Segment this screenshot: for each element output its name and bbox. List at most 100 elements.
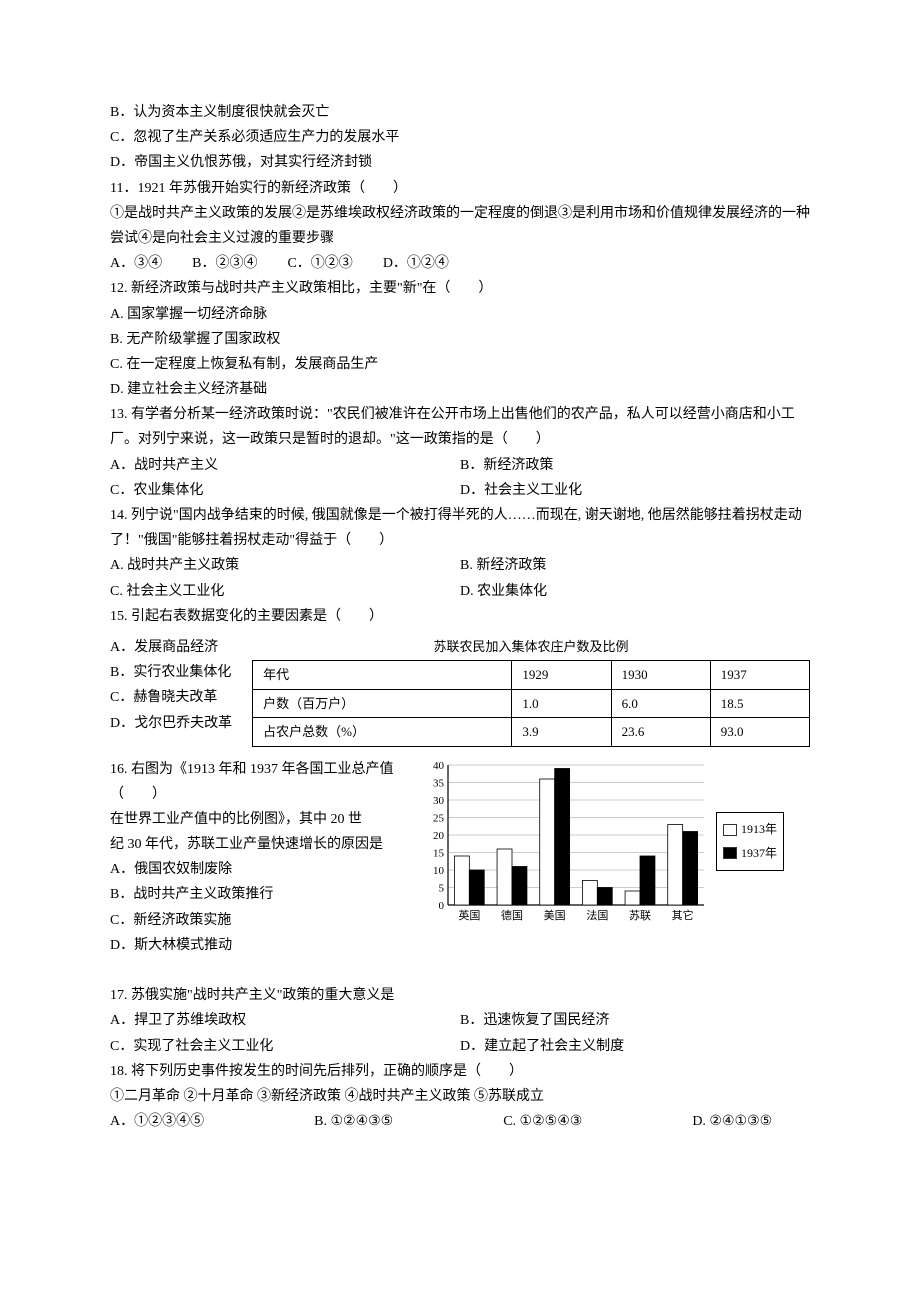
q10-option-c: C．忽视了生产关系必须适应生产力的发展水平 <box>110 125 810 150</box>
legend-item-1937: 1937年 <box>723 843 777 865</box>
q16-stem3: 纪 30 年代，苏联工业产量快速增长的原因是 <box>110 832 410 857</box>
td: 18.5 <box>710 689 809 717</box>
q11-stem: 11．1921 年苏俄开始实行的新经济政策（ ） <box>110 176 810 201</box>
td: 占农户总数（%） <box>253 718 512 746</box>
q15-option-a: A．发展商品经济 <box>110 635 232 660</box>
svg-text:其它: 其它 <box>672 908 694 922</box>
td: 1.0 <box>512 689 611 717</box>
q13-row1: A．战时共产主义 B．新经济政策 <box>110 453 810 478</box>
q18-option-a: A．①②③④⑤ <box>110 1109 204 1134</box>
chart-legend: 1913年 1937年 <box>716 812 784 871</box>
q12-stem: 12. 新经济政策与战时共产主义政策相比，主要"新"在（ ） <box>110 276 810 301</box>
td: 3.9 <box>512 718 611 746</box>
q11-option-c: C．①②③ <box>287 251 352 276</box>
q18-option-c: C. ①②⑤④③ <box>503 1109 582 1134</box>
svg-text:美国: 美国 <box>544 909 566 922</box>
q15-table-title: 苏联农民加入集体农庄户数及比例 <box>252 635 810 658</box>
q18-sub: ①二月革命 ②十月革命 ③新经济政策 ④战时共产主义政策 ⑤苏联成立 <box>110 1084 810 1109</box>
q16-option-a: A．俄国农奴制废除 <box>110 857 410 882</box>
th-2: 1930 <box>611 661 710 689</box>
svg-text:40: 40 <box>433 760 445 772</box>
q12-option-c: C. 在一定程度上恢复私有制，发展商品生产 <box>110 352 810 377</box>
svg-text:25: 25 <box>433 812 445 824</box>
svg-text:法国: 法国 <box>586 908 608 922</box>
svg-text:30: 30 <box>433 795 445 807</box>
q15-block: A．发展商品经济 B．实行农业集体化 C．赫鲁晓夫改革 D．戈尔巴乔夫改革 苏联… <box>110 635 810 747</box>
q17-row2: C．实现了社会主义工业化 D．建立起了社会主义制度 <box>110 1034 810 1059</box>
q14-option-d: D. 农业集体化 <box>460 579 810 604</box>
q13-option-d: D．社会主义工业化 <box>460 478 810 503</box>
svg-text:英国: 英国 <box>458 908 480 922</box>
q16-stem1: 16. 右图为《1913 年和 1937 年各国工业总产值（ ） <box>110 757 410 807</box>
q11-options: A．③④ B．②③④ C．①②③ D．①②④ <box>110 251 810 276</box>
td: 93.0 <box>710 718 809 746</box>
legend-swatch-icon <box>723 847 737 859</box>
q15-table-wrap: 苏联农民加入集体农庄户数及比例 年代 1929 1930 1937 户数（百万户… <box>252 635 810 747</box>
q16-option-b: B．战时共产主义政策推行 <box>110 882 410 907</box>
q11-sub: ①是战时共产主义政策的发展②是苏维埃政权经济政策的一定程度的倒退③是利用市场和价… <box>110 201 810 251</box>
svg-text:德国: 德国 <box>501 908 523 922</box>
legend-label-1937: 1937年 <box>741 843 777 865</box>
table-row: 户数（百万户） 1.0 6.0 18.5 <box>253 689 810 717</box>
q12-option-b: B. 无产阶级掌握了国家政权 <box>110 327 810 352</box>
q12-option-a: A. 国家掌握一切经济命脉 <box>110 302 810 327</box>
td: 6.0 <box>611 689 710 717</box>
q15-table: 年代 1929 1930 1937 户数（百万户） 1.0 6.0 18.5 占… <box>252 660 810 746</box>
svg-text:5: 5 <box>439 882 445 894</box>
q10-option-d: D．帝国主义仇恨苏俄，对其实行经济封锁 <box>110 150 810 175</box>
q17-option-a: A．捍卫了苏维埃政权 <box>110 1008 460 1033</box>
q15-stem: 15. 引起右表数据变化的主要因素是（ ） <box>110 604 810 629</box>
th-1: 1929 <box>512 661 611 689</box>
q11-option-b: B．②③④ <box>192 251 257 276</box>
q15-option-b: B．实行农业集体化 <box>110 660 232 685</box>
q14-row2: C. 社会主义工业化 D. 农业集体化 <box>110 579 810 604</box>
svg-text:10: 10 <box>433 865 445 877</box>
q13-stem: 13. 有学者分析某一经济政策时说："农民们被准许在公开市场上出售他们的农产品，… <box>110 402 810 452</box>
q18-option-b: B. ①②④③⑤ <box>314 1109 393 1134</box>
th-0: 年代 <box>253 661 512 689</box>
q16-option-d: D．斯大林模式推动 <box>110 933 410 958</box>
q12-option-d: D. 建立社会主义经济基础 <box>110 377 810 402</box>
q14-option-c: C. 社会主义工业化 <box>110 579 460 604</box>
legend-item-1913: 1913年 <box>723 819 777 841</box>
q15-option-c: C．赫鲁晓夫改革 <box>110 685 232 710</box>
svg-text:20: 20 <box>433 830 445 842</box>
legend-label-1913: 1913年 <box>741 819 777 841</box>
q11-option-d: D．①②④ <box>383 251 449 276</box>
svg-text:0: 0 <box>439 900 445 912</box>
q18-stem: 18. 将下列历史事件按发生的时间先后排列，正确的顺序是（ ） <box>110 1059 810 1084</box>
svg-text:苏联: 苏联 <box>629 909 651 922</box>
q16-left-col: 16. 右图为《1913 年和 1937 年各国工业总产值（ ） 在世界工业产值… <box>110 757 410 959</box>
q11-option-a: A．③④ <box>110 251 162 276</box>
q16-right-col: 0510152025303540英国德国美国法国苏联其它 1913年 1937年 <box>420 757 810 927</box>
q15-option-d: D．戈尔巴乔夫改革 <box>110 711 232 736</box>
q18-option-d: D. ②④①③⑤ <box>692 1109 772 1134</box>
td: 23.6 <box>611 718 710 746</box>
table-header-row: 年代 1929 1930 1937 <box>253 661 810 689</box>
q17-option-b: B．迅速恢复了国民经济 <box>460 1008 810 1033</box>
q16-option-c: C．新经济政策实施 <box>110 908 410 933</box>
table-row: 占农户总数（%） 3.9 23.6 93.0 <box>253 718 810 746</box>
q14-option-b: B. 新经济政策 <box>460 553 810 578</box>
q18-options: A．①②③④⑤ B. ①②④③⑤ C. ①②⑤④③ D. ②④①③⑤ <box>110 1109 810 1134</box>
q16-stem2: 在世界工业产值中的比例图》，其中 20 世 <box>110 807 410 832</box>
q10-option-b: B．认为资本主义制度很快就会灭亡 <box>110 100 810 125</box>
svg-text:35: 35 <box>433 777 445 789</box>
q17-option-c: C．实现了社会主义工业化 <box>110 1034 460 1059</box>
q16-bar-chart: 0510152025303540英国德国美国法国苏联其它 <box>420 757 710 927</box>
q16-block: 16. 右图为《1913 年和 1937 年各国工业总产值（ ） 在世界工业产值… <box>110 757 810 959</box>
q14-option-a: A. 战时共产主义政策 <box>110 553 460 578</box>
legend-swatch-icon <box>723 824 737 836</box>
q14-row1: A. 战时共产主义政策 B. 新经济政策 <box>110 553 810 578</box>
td: 户数（百万户） <box>253 689 512 717</box>
q13-option-b: B．新经济政策 <box>460 453 810 478</box>
q17-row1: A．捍卫了苏维埃政权 B．迅速恢复了国民经济 <box>110 1008 810 1033</box>
q17-stem: 17. 苏俄实施"战时共产主义"政策的重大意义是 <box>110 983 810 1008</box>
th-3: 1937 <box>710 661 809 689</box>
q15-options-col: A．发展商品经济 B．实行农业集体化 C．赫鲁晓夫改革 D．戈尔巴乔夫改革 <box>110 635 232 736</box>
q14-stem: 14. 列宁说"国内战争结束的时候, 俄国就像是一个被打得半死的人……而现在, … <box>110 503 810 553</box>
q17-option-d: D．建立起了社会主义制度 <box>460 1034 810 1059</box>
q13-option-c: C．农业集体化 <box>110 478 460 503</box>
q13-row2: C．农业集体化 D．社会主义工业化 <box>110 478 810 503</box>
bar-chart-svg: 0510152025303540英国德国美国法国苏联其它 <box>420 757 710 927</box>
